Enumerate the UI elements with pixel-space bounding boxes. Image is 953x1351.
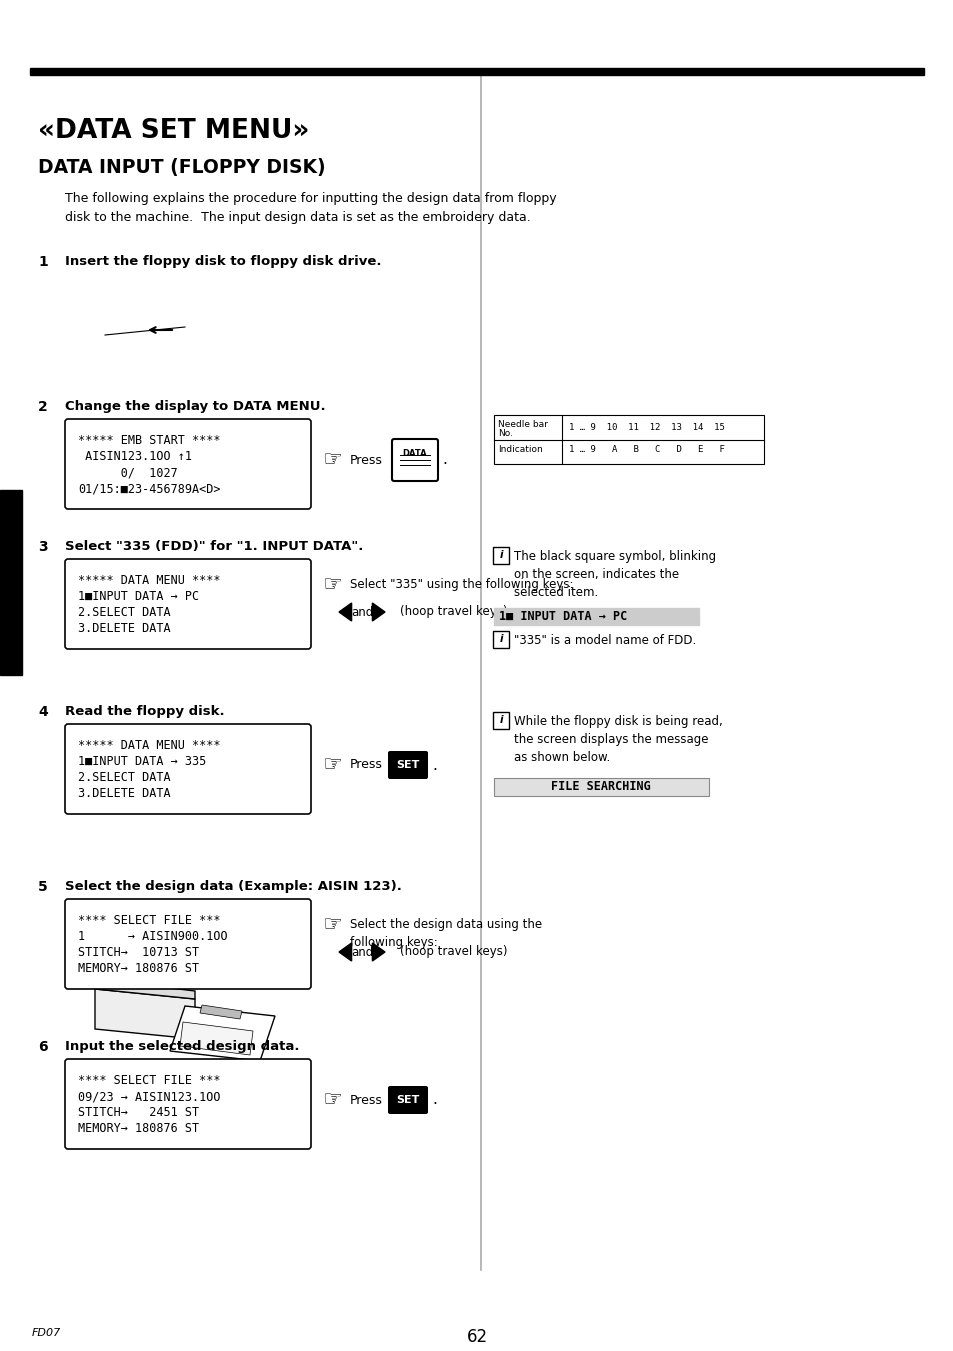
- Text: AISIN123.1OO ↑1: AISIN123.1OO ↑1: [78, 450, 192, 463]
- Text: Insert the floppy disk to floppy disk drive.: Insert the floppy disk to floppy disk dr…: [65, 255, 381, 267]
- Text: Select "335" using the following keys:: Select "335" using the following keys:: [350, 578, 573, 590]
- Text: 1 … 9   A   B   C   D   E   F: 1 … 9 A B C D E F: [568, 444, 724, 454]
- Bar: [263, 286, 271, 295]
- Text: While the floppy disk is being read,
the screen displays the message
as shown be: While the floppy disk is being read, the…: [514, 715, 722, 765]
- Text: FILE SEARCHING: FILE SEARCHING: [551, 781, 650, 793]
- Text: 1 … 9  10  11  12  13  14  15: 1 … 9 10 11 12 13 14 15: [568, 423, 724, 432]
- Text: 4: 4: [38, 705, 48, 719]
- Text: STITCH→   2451 ST: STITCH→ 2451 ST: [78, 1106, 199, 1119]
- Text: ☞: ☞: [322, 576, 341, 594]
- Text: .: .: [432, 1093, 436, 1108]
- Text: Needle bar: Needle bar: [497, 420, 547, 430]
- Text: Select the design data (Example: AISIN 123).: Select the design data (Example: AISIN 1…: [65, 880, 401, 893]
- Text: The black square symbol, blinking
on the screen, indicates the
selected item.: The black square symbol, blinking on the…: [514, 550, 716, 598]
- Text: 1      → AISIN900.1OO: 1 → AISIN900.1OO: [78, 929, 228, 943]
- Polygon shape: [338, 603, 352, 621]
- FancyBboxPatch shape: [493, 712, 509, 730]
- Polygon shape: [95, 989, 194, 1039]
- Polygon shape: [180, 1021, 253, 1055]
- Text: "335" is a model name of FDD.: "335" is a model name of FDD.: [514, 634, 696, 647]
- Text: i: i: [498, 634, 502, 644]
- Text: ☞: ☞: [322, 755, 341, 775]
- FancyBboxPatch shape: [392, 439, 437, 481]
- Text: .: .: [432, 758, 436, 773]
- Polygon shape: [170, 1006, 274, 1061]
- Text: FD07: FD07: [32, 1328, 61, 1337]
- Text: (hoop travel keys): (hoop travel keys): [399, 605, 507, 619]
- Text: 5: 5: [38, 880, 48, 894]
- Text: 62: 62: [466, 1328, 487, 1346]
- Text: Indication: Indication: [497, 444, 542, 454]
- Text: Select "335 (FDD)" for "1. INPUT DATA".: Select "335 (FDD)" for "1. INPUT DATA".: [65, 540, 363, 553]
- Polygon shape: [95, 979, 194, 998]
- Text: SET: SET: [395, 761, 419, 770]
- Text: DATA: DATA: [402, 449, 427, 458]
- Text: SET: SET: [395, 1096, 419, 1105]
- Text: 2.SELECT DATA: 2.SELECT DATA: [78, 607, 171, 619]
- Text: ☞: ☞: [322, 1090, 341, 1111]
- FancyBboxPatch shape: [65, 1059, 311, 1148]
- Text: MEMORY→ 180876 ST: MEMORY→ 180876 ST: [78, 1121, 199, 1135]
- Text: Read the floppy disk.: Read the floppy disk.: [65, 705, 224, 717]
- Text: 3.DELETE DATA: 3.DELETE DATA: [78, 788, 171, 800]
- Bar: [0, 490, 22, 676]
- Text: Input the selected design data.: Input the selected design data.: [65, 1040, 299, 1052]
- FancyBboxPatch shape: [388, 1086, 428, 1115]
- Text: 01/15:■23-456789A<D>: 01/15:■23-456789A<D>: [78, 482, 220, 494]
- Text: Press: Press: [350, 454, 382, 466]
- Text: «DATA SET MENU»: «DATA SET MENU»: [38, 118, 309, 145]
- Bar: [494, 608, 699, 626]
- Text: 2: 2: [38, 400, 48, 413]
- FancyBboxPatch shape: [65, 419, 311, 509]
- Text: 3: 3: [38, 540, 48, 554]
- Text: DATA INPUT (FLOPPY DISK): DATA INPUT (FLOPPY DISK): [38, 158, 325, 177]
- Text: 1: 1: [38, 255, 48, 269]
- Text: i: i: [498, 550, 502, 561]
- FancyBboxPatch shape: [65, 898, 311, 989]
- Text: ☞: ☞: [322, 450, 341, 470]
- Text: (hoop travel keys): (hoop travel keys): [399, 946, 507, 958]
- Text: 0/  1027: 0/ 1027: [78, 466, 177, 480]
- Text: STITCH→  10713 ST: STITCH→ 10713 ST: [78, 946, 199, 959]
- Text: 6: 6: [38, 1040, 48, 1054]
- Text: **** SELECT FILE ***: **** SELECT FILE ***: [78, 1074, 220, 1088]
- FancyBboxPatch shape: [493, 631, 509, 648]
- Polygon shape: [338, 943, 352, 961]
- Text: **** SELECT FILE ***: **** SELECT FILE ***: [78, 915, 220, 927]
- Bar: [494, 415, 763, 463]
- Text: ***** DATA MENU ****: ***** DATA MENU ****: [78, 739, 220, 753]
- Text: The following explains the procedure for inputting the design data from floppy
d: The following explains the procedure for…: [65, 192, 556, 224]
- FancyBboxPatch shape: [65, 559, 311, 648]
- Text: ☞: ☞: [322, 915, 341, 935]
- Text: Press: Press: [350, 758, 382, 771]
- Text: 1■INPUT DATA → PC: 1■INPUT DATA → PC: [78, 590, 199, 603]
- Text: i: i: [498, 715, 502, 725]
- Text: and: and: [351, 946, 373, 958]
- Text: MEMORY→ 180876 ST: MEMORY→ 180876 ST: [78, 962, 199, 975]
- Text: 09/23 → AISIN123.1OO: 09/23 → AISIN123.1OO: [78, 1090, 220, 1102]
- Text: ***** DATA MENU ****: ***** DATA MENU ****: [78, 574, 220, 586]
- Text: 3.DELETE DATA: 3.DELETE DATA: [78, 621, 171, 635]
- Text: Select the design data using the
following keys:: Select the design data using the followi…: [350, 917, 541, 948]
- Text: ***** EMB START ****: ***** EMB START ****: [78, 434, 220, 447]
- Text: Press: Press: [350, 1093, 382, 1106]
- Text: OPERATION
PROCEDURE: OPERATION PROCEDURE: [1, 551, 21, 613]
- FancyBboxPatch shape: [388, 751, 428, 780]
- Text: and: and: [351, 605, 373, 619]
- Bar: [30, 68, 923, 76]
- Polygon shape: [372, 603, 385, 621]
- Polygon shape: [372, 943, 385, 961]
- Text: 2.SELECT DATA: 2.SELECT DATA: [78, 771, 171, 784]
- Text: .: .: [441, 453, 446, 467]
- FancyBboxPatch shape: [494, 778, 708, 796]
- Text: No.: No.: [497, 430, 513, 438]
- FancyBboxPatch shape: [493, 547, 509, 563]
- FancyBboxPatch shape: [65, 724, 311, 815]
- Polygon shape: [200, 1005, 242, 1019]
- Text: Change the display to DATA MENU.: Change the display to DATA MENU.: [65, 400, 325, 413]
- Text: 1■INPUT DATA → 335: 1■INPUT DATA → 335: [78, 755, 206, 767]
- Text: 1■ INPUT DATA → PC: 1■ INPUT DATA → PC: [498, 609, 626, 623]
